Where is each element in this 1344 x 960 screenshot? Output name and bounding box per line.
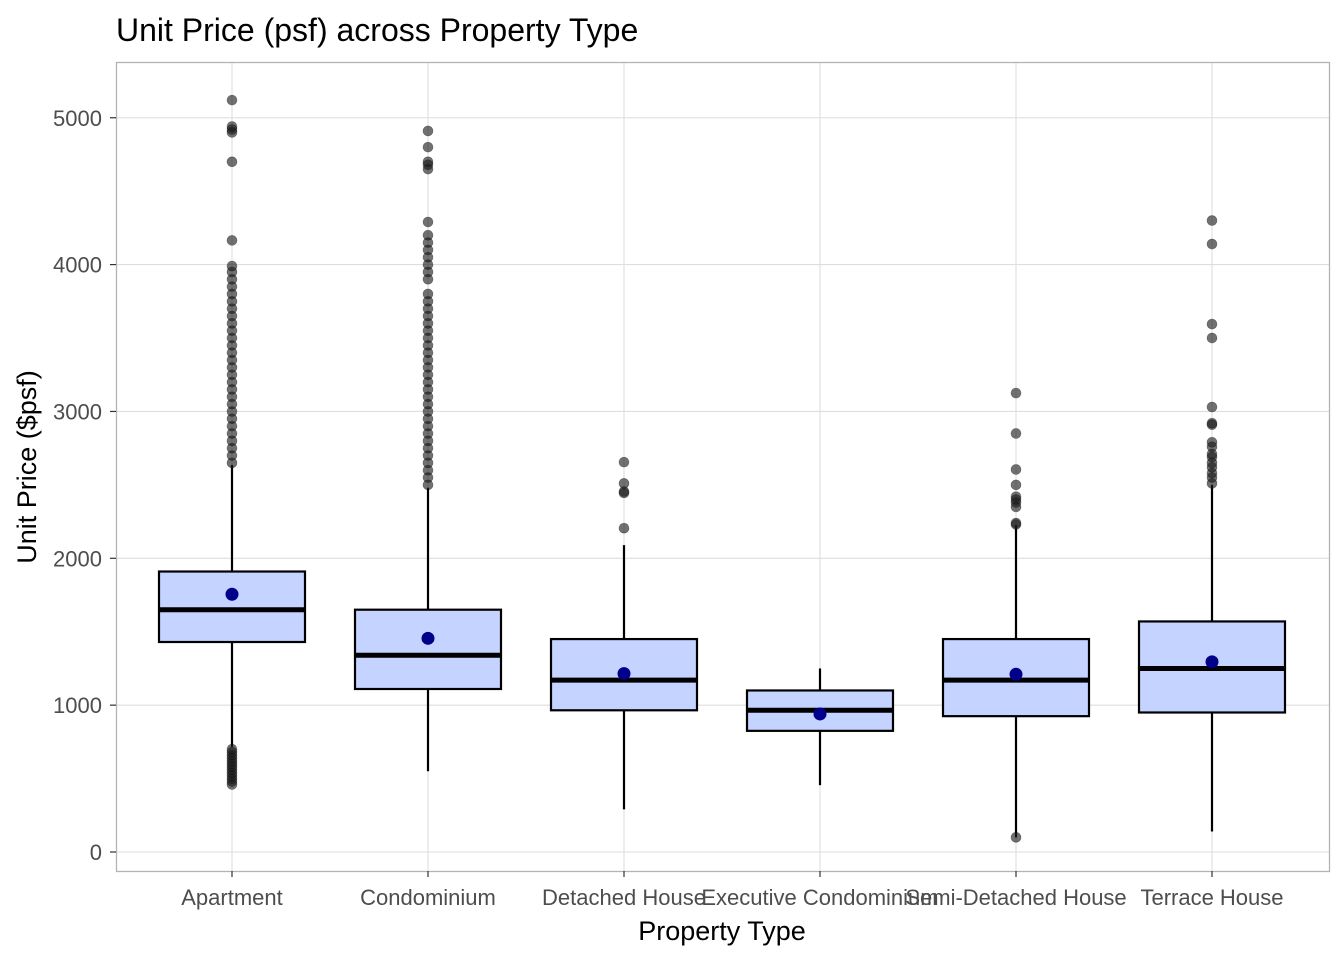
outlier-point [422, 125, 434, 137]
outlier-point [226, 94, 238, 106]
x-axis: Apartment Condominium Detached HouseExecut… [181, 871, 1284, 910]
box-iqr [157, 570, 307, 644]
y-tick-label: 5000 [53, 106, 102, 131]
box-condominium [353, 125, 503, 772]
outlier-point [1206, 401, 1218, 413]
outlier-point [422, 229, 434, 241]
box-semi-detached-house [941, 387, 1091, 843]
y-tick-label: 4000 [53, 253, 102, 278]
outlier-point [422, 156, 434, 168]
outlier-point [422, 288, 434, 300]
outlier-point [1010, 428, 1022, 439]
outlier-point [1206, 436, 1218, 448]
x-axis-title: Property Type [638, 916, 806, 946]
y-tick-label: 0 [90, 840, 102, 865]
mean-point [617, 667, 631, 681]
outlier-point [422, 141, 434, 153]
outlier-point [226, 260, 238, 272]
y-axis: 0 1000 2000 3000 4000 5000 [53, 106, 116, 865]
outlier-point [1010, 387, 1022, 399]
x-tick-label: Executive Condominium [701, 885, 938, 910]
outlier-point [226, 743, 238, 755]
y-axis-title: Unit Price ($psf) [12, 370, 42, 564]
chart-title: Unit Price (psf) across Property Type [116, 12, 638, 48]
x-tick-label: Semi-Detached House [905, 885, 1126, 910]
outlier-point [422, 216, 434, 228]
boxes [157, 94, 1287, 843]
panel-border [115, 61, 1331, 873]
outlier-point [1010, 479, 1022, 491]
box-apartment [157, 94, 307, 790]
outlier-point [1206, 318, 1218, 330]
box-detached-house [549, 456, 699, 810]
y-tick-label: 2000 [53, 546, 102, 571]
outlier-point [1206, 417, 1218, 429]
outlier-point [1010, 464, 1022, 475]
outlier-point [618, 522, 630, 534]
mean-point [421, 631, 435, 645]
x-tick-label: Terrace House [1140, 885, 1283, 910]
outlier-point [618, 456, 630, 468]
outlier-point [1010, 517, 1022, 529]
outlier-point [1010, 832, 1022, 843]
outlier-point [226, 235, 238, 246]
outlier-point [1010, 491, 1022, 502]
outlier-point [1206, 215, 1218, 226]
mean-point [1205, 655, 1219, 669]
outlier-point [618, 478, 630, 489]
mean-point [813, 707, 827, 721]
y-tick-label: 3000 [53, 399, 102, 424]
grid [116, 62, 1329, 871]
y-tick-label: 1000 [53, 693, 102, 718]
outlier-point [1206, 332, 1218, 344]
x-tick-label: Condominium [360, 885, 496, 910]
outlier-point [1206, 238, 1218, 250]
mean-point [1009, 667, 1023, 681]
outlier-point [226, 121, 238, 132]
box-terrace-house [1137, 215, 1287, 832]
outlier-point [226, 156, 238, 168]
box-executive-condominium [745, 668, 895, 786]
box-iqr [353, 608, 503, 691]
x-tick-label: Apartment [181, 885, 283, 910]
x-tick-label: Detached House [542, 885, 706, 910]
mean-point [225, 587, 239, 601]
